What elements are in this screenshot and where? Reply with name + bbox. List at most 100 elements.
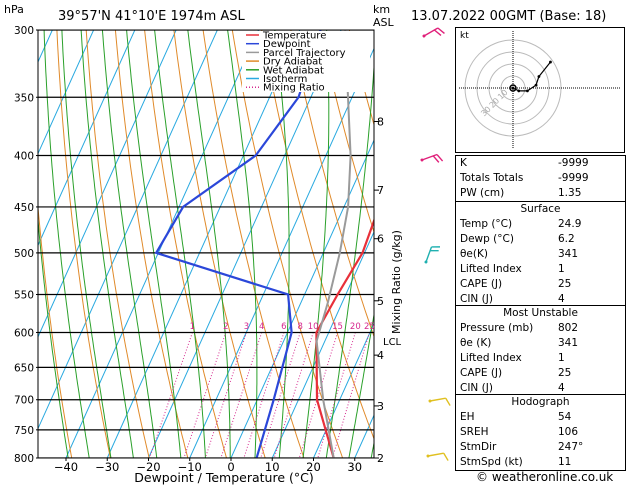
hodograph-point	[549, 60, 552, 64]
pressure-tick-label: 650	[14, 362, 34, 374]
isotherm-line	[230, 139, 374, 458]
temperature-tick-label: 0	[227, 460, 234, 474]
most-unstable-row: CAPE (J) 25	[460, 367, 572, 379]
pressure-tick-label: 550	[14, 289, 34, 301]
dry-adiabat-line	[319, 30, 374, 234]
mixing-ratio-label: 25	[364, 322, 375, 332]
surface-title: Surface	[520, 203, 561, 215]
mixing-ratio-label: 15	[332, 322, 343, 332]
temperature-tick-label: −30	[95, 460, 119, 474]
surface-row: Lifted Index 1	[460, 263, 565, 275]
mixing-ratio-label: 3	[244, 322, 249, 332]
altitude-tick-label: 4	[377, 349, 384, 362]
index-row-pw: PW (cm) 1.35	[460, 187, 582, 199]
legend-entry: Mixing Ratio	[263, 83, 325, 94]
temperature-tick-label: −40	[54, 460, 78, 474]
hodograph-point	[517, 89, 521, 93]
isotherm-line	[313, 322, 374, 458]
mixing-ratio-label: 4	[259, 322, 264, 332]
legend-entry: Dry Adiabat	[263, 57, 322, 68]
wind-barb-staff	[427, 452, 444, 457]
altitude-tick-label: 6	[377, 233, 384, 246]
mixing-ratio-line	[149, 332, 193, 458]
wind-barb-staff	[429, 397, 446, 402]
pressure-tick-label: 750	[14, 425, 34, 437]
wind-barb-feather	[430, 249, 439, 252]
legend-background	[242, 31, 370, 92]
hodograph-point	[526, 89, 529, 93]
mixing-ratio-line	[204, 332, 247, 458]
hodograph-point	[534, 83, 538, 87]
dry-adiabat-line	[173, 30, 266, 458]
mixing-ratio-label: 20	[350, 322, 361, 332]
hodograph-table-title: Hodograph	[511, 396, 570, 408]
wind-barb-surface	[426, 452, 449, 461]
wind-barb-mid	[424, 246, 441, 264]
wind-barb-dot	[428, 399, 432, 403]
mixing-ratio-line	[317, 332, 356, 458]
wind-barbs	[420, 27, 451, 461]
legend-entry: Dewpoint	[263, 39, 311, 50]
indices-table: K -9999 Totals Totals -9999 PW (cm) 1.35	[455, 155, 626, 202]
legend-entry: Wet Adiabat	[263, 65, 324, 76]
wet-adiabat-line	[227, 30, 258, 458]
copyright-label: © weatheronline.co.uk	[476, 470, 614, 484]
x-axis-label: Dewpoint / Temperature (°C)	[134, 470, 313, 485]
altitude-asl-label: ASL	[373, 16, 395, 29]
surface-row: Temp (°C) 24.9	[460, 218, 582, 230]
temperature-tick-label: 30	[347, 460, 362, 474]
isotherm-line	[148, 30, 342, 458]
surface-row: θe(K) 341	[460, 248, 579, 260]
wind-barb-staff	[425, 246, 433, 263]
plot-frame	[37, 29, 375, 459]
legend-entry: Temperature	[262, 31, 326, 42]
wet-adiabat-line	[348, 311, 374, 458]
most-unstable-row: Pressure (mb) 802	[460, 322, 579, 334]
most-unstable-row: Lifted Index 1	[460, 352, 565, 364]
surface-table: Surface Temp (°C) 24.9 Dewp (°C) 6.2 θe(K)…	[455, 201, 626, 308]
mixing-ratio-label: 2	[223, 322, 228, 332]
altitude-tick-label: 8	[377, 116, 384, 129]
wind-barb-feather	[431, 246, 441, 248]
hodograph-row: StmSpd (kt) 11	[460, 456, 572, 468]
mixing-ratio-line	[331, 332, 370, 458]
temperature-tick-label: −20	[136, 460, 160, 474]
lcl-label: LCL	[383, 337, 402, 348]
storm-motion-marker	[509, 84, 517, 92]
pressure-tick-label: 300	[14, 25, 34, 37]
hodograph-row: SREH 106	[460, 426, 579, 438]
pressure-tick-label: 400	[14, 151, 34, 163]
wind-barb-staff	[423, 27, 439, 37]
dry-adiabat-line	[261, 30, 374, 441]
wind-barb-feather	[437, 27, 445, 34]
isotherm-line	[38, 30, 136, 247]
most-unstable-row: CIN (J) 4	[460, 382, 565, 394]
pressure-tick-label: 700	[14, 395, 34, 407]
wind-barb-feather	[433, 29, 442, 36]
dry-adiabat-line	[231, 30, 344, 458]
surface-row: CAPE (J) 25	[460, 278, 572, 290]
hodograph-row: EH 54	[460, 411, 572, 423]
wind-barb-dot	[424, 260, 428, 264]
location-label: 39°57'N 41°10'E 1974m ASL	[58, 9, 246, 24]
isotherm-line	[38, 30, 218, 430]
isotherm-line	[106, 30, 301, 458]
hodograph-row: StmDir 247°	[460, 441, 584, 453]
wind-barb-dot	[420, 158, 424, 162]
wet-adiabat-line	[43, 30, 90, 458]
parcel-trajectory-line	[315, 30, 352, 458]
wind-barb-feather	[436, 154, 444, 162]
wind-barb-staff	[421, 153, 438, 161]
altitude-tick-label: 2	[377, 452, 384, 465]
legend-entry: Isotherm	[263, 74, 307, 85]
surface-row: Dewp (°C) 6.2	[460, 233, 575, 245]
index-row-k: K -9999	[460, 157, 589, 169]
mixing-ratio-label: 6	[281, 322, 286, 332]
temperature-tick-label: 20	[306, 460, 321, 474]
mixing-ratio-line	[260, 332, 301, 458]
wet-adiabat-line	[61, 30, 112, 458]
mixing-ratio-line	[298, 332, 338, 458]
dry-adiabat-line	[144, 30, 227, 458]
temperature-tick-label: −10	[178, 460, 202, 474]
